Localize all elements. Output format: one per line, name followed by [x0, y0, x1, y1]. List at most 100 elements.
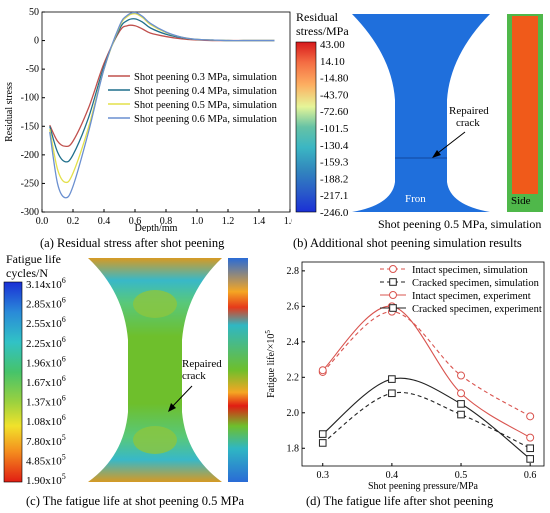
side-label: Side — [511, 195, 531, 207]
x-tick-label-a: 0.0 — [36, 216, 49, 227]
legend-marker-d — [389, 291, 397, 299]
series-line-d — [322, 311, 531, 417]
legend-label-a: Shot peening 0.5 MPa, simulation — [134, 100, 278, 111]
y-tick-label-a: -50 — [26, 64, 39, 75]
front-label: Fron — [405, 193, 426, 205]
x-tick-label-a: 0.2 — [67, 216, 80, 227]
life-colorbar-tick: 2.85x106 — [26, 296, 66, 311]
front-hotspot-bottom — [133, 426, 177, 454]
x-axis-label-d: Shot peening pressure/MPa — [368, 481, 479, 492]
caption-b: (b) Additional shot peening simulation r… — [293, 236, 522, 250]
legend-marker-d — [389, 304, 397, 312]
data-point-d — [457, 389, 466, 398]
repaired-crack-label-2: crack — [456, 117, 480, 129]
life-colorbar-tick: 7.80x105 — [26, 433, 66, 448]
y-tick-label-a: -200 — [21, 150, 39, 161]
sim-title: Shot peening 0.5 MPa, simulation — [378, 217, 541, 231]
y-tick-label-d: 2.4 — [287, 337, 300, 348]
life-colorbar-tick: 1.90x105 — [26, 472, 66, 487]
stress-colorbar-tick: -159.3 — [320, 157, 349, 169]
plot-frame-d — [301, 261, 545, 467]
fatigue-specimen-front — [88, 258, 222, 482]
series-line-d — [322, 377, 531, 460]
y-axis-label-d: Fatigue life/×105 — [264, 330, 277, 398]
life-colorbar — [3, 281, 23, 483]
y-tick-label-a: -300 — [21, 207, 39, 218]
life-colorbar-tick: 1.08x106 — [26, 413, 66, 428]
y-tick-label-d: 2.8 — [287, 266, 300, 277]
legend-label-d: Intact specimen, simulation — [412, 265, 529, 276]
x-tick-label-a: 1.4 — [253, 216, 266, 227]
caption-c: (c) The fatigue life at shot peening 0.5… — [26, 494, 245, 508]
x-tick-label-d: 0.6 — [524, 470, 537, 481]
x-tick-label-d: 0.3 — [316, 470, 329, 481]
life-colorbar-tick: 3.14x106 — [26, 276, 66, 291]
stress-colorbar-tick: -101.5 — [320, 123, 349, 135]
data-point-d — [526, 444, 534, 453]
stress-colorbar-tick: 43.00 — [320, 39, 345, 51]
repaired-crack-arrow — [433, 131, 466, 157]
data-point-d — [388, 389, 396, 398]
data-point-d — [526, 412, 535, 421]
side-view-core — [512, 16, 538, 194]
stress-colorbar-tick: -246.0 — [320, 207, 349, 219]
y-tick-label-d: 2.6 — [287, 301, 300, 312]
y-tick-label-d: 2.0 — [287, 408, 300, 419]
series-line-a — [49, 13, 275, 184]
life-colorbar-tick: 2.55x106 — [26, 315, 66, 330]
stress-colorbar-tick: -188.2 — [320, 173, 348, 185]
stress-colorbar-tick: -14.80 — [320, 73, 349, 85]
caption-d: (d) The fatigue life after shot peening — [306, 494, 494, 508]
y-tick-label-a: 50 — [29, 7, 39, 18]
fatigue-life-chart: 0.3 0.4 0.5 0.6 1.8 2.0 2.2 2.4 2.6 2.8 Shot peeni… — [264, 261, 545, 492]
legend-label-d: Cracked specimen, experiment — [412, 304, 542, 315]
legend-marker-d — [389, 265, 397, 273]
stress-colorbar-tick: 14.10 — [320, 56, 345, 68]
data-point-d — [318, 430, 327, 438]
data-point-d — [318, 366, 327, 375]
legend-label-d: Cracked specimen, simulation — [412, 278, 540, 289]
colorbar-title-b2: stress/MPa — [296, 24, 349, 38]
x-tick-label-a: 1.2 — [222, 216, 235, 227]
series-line-a — [49, 11, 275, 199]
y-tick-label-a: -250 — [21, 178, 39, 189]
fatigue-life-contour: Fatigue life cycles/N 3.14x106 2.85x106 2.… — [3, 252, 248, 487]
y-tick-label-a: -150 — [21, 121, 39, 132]
stress-colorbar-ticks: 43.00 14.10 -14.80 -43.70 -72.60 -101.5 -130.4… — [320, 39, 349, 219]
stress-colorbar-tick: -217.1 — [320, 190, 348, 202]
residual-stress-chart: 0.0 0.2 0.4 0.6 0.8 1.0 1.2 1.4 1.6 50 0 -50 -100 -15… — [4, 7, 292, 232]
data-point-d — [526, 455, 534, 463]
plot-frame-a — [41, 11, 291, 213]
specimen-front-view — [352, 14, 490, 212]
x-axis-label-a: Depth/mm — [135, 223, 178, 232]
colorbar-title-c1: Fatigue life — [6, 252, 61, 266]
series-line-d — [322, 305, 531, 439]
life-colorbar-tick: 1.37x106 — [26, 394, 66, 409]
y-axis-label-a: Residual stress — [4, 82, 15, 142]
front-hotspot-top — [133, 290, 177, 318]
x-tick-label-a: 1.6 — [284, 216, 292, 227]
colorbar-title-c2: cycles/N — [6, 266, 48, 280]
legend-label-a: Shot peening 0.3 MPa, simulation — [134, 72, 278, 83]
repaired-crack-label-c2: crack — [182, 370, 206, 382]
repaired-crack-label-c1: Repaired — [182, 358, 222, 370]
x-tick-label-d: 0.4 — [386, 470, 399, 481]
y-tick-label-d: 1.8 — [287, 443, 300, 454]
legend-marker-d — [389, 278, 397, 286]
data-point-d — [318, 439, 327, 447]
shot-peening-contour: Residual stress/MPa 43.00 14.10 -14.80 -43.… — [295, 10, 543, 231]
series-line-d — [322, 391, 531, 449]
stress-colorbar — [295, 41, 317, 213]
x-tick-label-a: 1.0 — [191, 216, 204, 227]
stress-colorbar-tick: -130.4 — [320, 140, 349, 152]
life-colorbar-tick: 1.67x106 — [26, 374, 66, 389]
data-point-d — [526, 433, 535, 442]
life-colorbar-tick: 1.96x106 — [26, 354, 66, 369]
data-point-d — [457, 400, 465, 408]
arrow-head — [432, 150, 441, 158]
x-tick-label-a: 0.6 — [129, 216, 142, 227]
fatigue-specimen-side — [228, 258, 248, 482]
y-tick-label-a: -100 — [21, 93, 39, 104]
life-colorbar-tick: 2.25x106 — [26, 335, 66, 350]
caption-a: (a) Residual stress after shot peening — [40, 236, 225, 250]
